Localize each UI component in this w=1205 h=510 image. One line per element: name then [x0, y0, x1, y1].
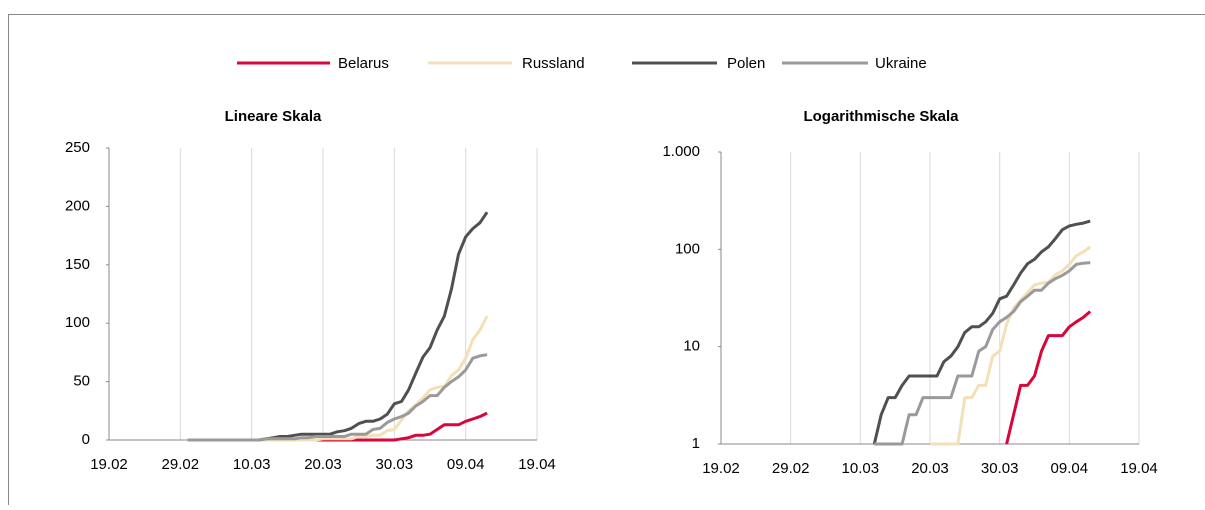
y-tick-label: 100: [65, 314, 90, 331]
chart-title: Lineare Skala: [225, 108, 322, 125]
legend-label: Belarus: [338, 55, 389, 72]
legend-label: Polen: [727, 55, 765, 72]
y-tick-label: 0: [82, 431, 90, 448]
x-tick-label: 30.03: [981, 460, 1019, 477]
series-line: [188, 212, 488, 440]
series-line: [874, 221, 1090, 444]
x-tick-label: 30.03: [376, 456, 414, 473]
x-tick-label: 29.02: [162, 456, 200, 473]
y-tick-label: 150: [65, 256, 90, 273]
legend-label: Russland: [522, 55, 585, 72]
x-tick-label: 19.04: [518, 456, 556, 473]
x-tick-label: 19.04: [1120, 460, 1158, 477]
x-tick-label: 10.03: [233, 456, 271, 473]
chart-title: Logarithmische Skala: [803, 108, 959, 125]
y-tick-label: 10: [683, 338, 700, 355]
frame: [9, 15, 1205, 506]
x-tick-label: 09.04: [1051, 460, 1089, 477]
x-tick-label: 19.02: [702, 460, 740, 477]
series-line: [874, 263, 1090, 444]
y-tick-label: 50: [73, 373, 90, 390]
x-tick-label: 20.03: [304, 456, 342, 473]
legend-label: Ukraine: [875, 55, 927, 72]
x-tick-label: 09.04: [447, 456, 485, 473]
y-tick-label: 1.000: [662, 143, 700, 160]
series-line: [930, 247, 1090, 444]
y-tick-label: 200: [65, 197, 90, 214]
y-tick-label: 250: [65, 139, 90, 156]
x-tick-label: 10.03: [842, 460, 880, 477]
x-tick-label: 19.02: [90, 456, 128, 473]
series-line: [1007, 312, 1091, 445]
x-tick-label: 20.03: [911, 460, 949, 477]
series-line: [188, 316, 488, 440]
x-tick-label: 29.02: [772, 460, 810, 477]
y-tick-label: 1: [692, 435, 700, 452]
y-tick-label: 100: [675, 240, 700, 257]
